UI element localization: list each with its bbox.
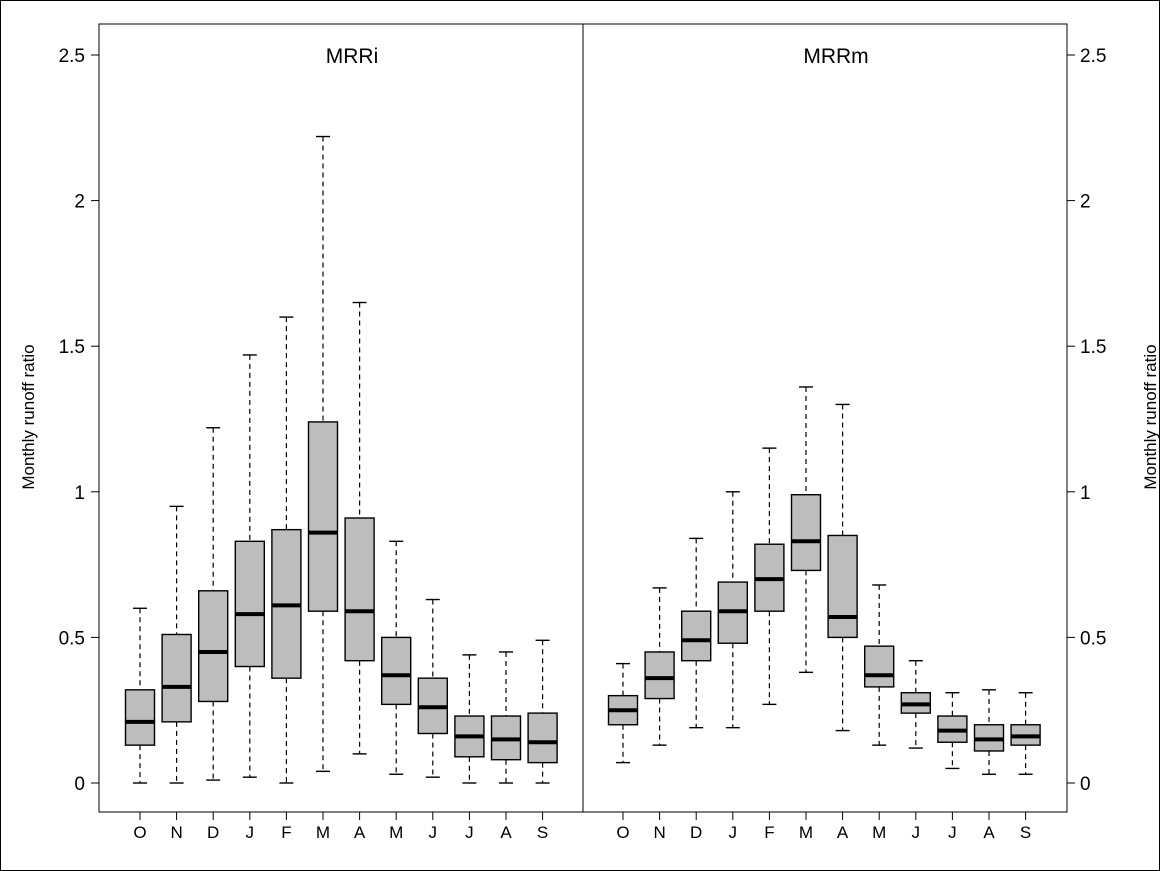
box-MRRm-M bbox=[864, 584, 895, 746]
iqr-box bbox=[161, 633, 192, 723]
iqr-box bbox=[827, 534, 858, 639]
y-tick-label-left: 0 bbox=[74, 774, 85, 795]
y-tick-label-right: 1.5 bbox=[1080, 337, 1106, 358]
x-tick-label: J bbox=[465, 823, 474, 842]
box-MRRi-D bbox=[197, 427, 229, 781]
x-tick-label: S bbox=[1020, 823, 1031, 842]
x-tick-label: N bbox=[653, 823, 665, 842]
x-tick-label: O bbox=[133, 823, 146, 842]
x-tick-label: S bbox=[537, 823, 548, 842]
box-MRRm-J bbox=[937, 692, 968, 770]
y-tick-label-right: 1 bbox=[1080, 483, 1091, 504]
box-MRRi-M bbox=[307, 135, 339, 773]
x-tick-label: A bbox=[837, 823, 849, 842]
x-tick-label: A bbox=[500, 823, 512, 842]
box-MRRi-A bbox=[344, 301, 375, 755]
x-tick-label: J bbox=[912, 823, 921, 842]
x-tick-label: J bbox=[948, 823, 957, 842]
y-axis-label-left: Monthly runoff ratio bbox=[19, 344, 38, 489]
y-tick-label-right: 2 bbox=[1080, 192, 1091, 213]
x-tick-label: A bbox=[983, 823, 995, 842]
iqr-box bbox=[681, 610, 712, 662]
box-MRRi-F bbox=[271, 316, 302, 784]
y-tick-label-right: 0 bbox=[1080, 774, 1091, 795]
y-axis-left: 0 0.5 1 1.5 2 2.5 bbox=[59, 46, 99, 795]
box-MRRi-N bbox=[161, 505, 192, 784]
iqr-box bbox=[864, 645, 895, 688]
y-tick-label-left: 2.5 bbox=[59, 46, 85, 67]
iqr-box bbox=[344, 517, 375, 662]
y-tick-label-left: 1 bbox=[74, 483, 85, 504]
x-tick-label: M bbox=[316, 823, 330, 842]
box-MRRm-J bbox=[717, 491, 748, 729]
iqr-box bbox=[307, 421, 339, 612]
x-tick-label: F bbox=[764, 823, 774, 842]
iqr-box bbox=[790, 494, 822, 572]
panel-title-left: MRRi bbox=[326, 45, 379, 68]
box-MRRi-J bbox=[454, 654, 485, 784]
x-tick-label: M bbox=[799, 823, 813, 842]
iqr-box bbox=[124, 689, 156, 746]
y-axis-label-right: Monthly runoff ratio bbox=[1141, 344, 1160, 489]
x-tick-label: D bbox=[690, 823, 702, 842]
x-tick-label: J bbox=[246, 823, 255, 842]
iqr-box bbox=[381, 636, 412, 706]
box-MRRi-O bbox=[124, 607, 156, 784]
box-MRRi-J bbox=[234, 354, 266, 778]
box-MRRm-M bbox=[790, 386, 822, 674]
box-MRRm-N bbox=[644, 587, 675, 746]
x-tick-label: M bbox=[872, 823, 886, 842]
x-tick-label: A bbox=[354, 823, 366, 842]
x-tick-label: J bbox=[729, 823, 738, 842]
box-MRRi-J bbox=[417, 598, 448, 778]
y-tick-label-right: 0.5 bbox=[1080, 628, 1106, 649]
box-MRRi-A bbox=[490, 651, 522, 784]
x-tick-label: D bbox=[207, 823, 219, 842]
box-MRRm-O bbox=[607, 662, 639, 764]
y-tick-label-left: 0.5 bbox=[59, 628, 85, 649]
x-tick-label: N bbox=[170, 823, 182, 842]
box-MRRi-S bbox=[527, 639, 558, 784]
box-MRRm-F bbox=[754, 447, 785, 706]
x-tick-label: O bbox=[616, 823, 629, 842]
box-MRRm-S bbox=[1010, 692, 1041, 775]
x-tick-label: J bbox=[429, 823, 438, 842]
y-tick-label-left: 2 bbox=[74, 192, 85, 213]
iqr-box bbox=[644, 651, 675, 700]
box-MRRm-D bbox=[681, 537, 712, 729]
iqr-box bbox=[527, 712, 558, 764]
box-MRRm-J bbox=[900, 659, 931, 749]
y-tick-label-right: 2.5 bbox=[1080, 46, 1106, 67]
boxplot-series bbox=[124, 135, 1041, 784]
y-axis-right: 0 0.5 1 1.5 2 2.5 bbox=[1067, 46, 1106, 795]
box-MRRi-M bbox=[381, 540, 412, 775]
iqr-box bbox=[234, 540, 266, 668]
x-tick-label: M bbox=[389, 823, 403, 842]
iqr-box bbox=[197, 590, 229, 703]
panel-title-right: MRRm bbox=[803, 45, 868, 68]
x-tick-label: F bbox=[281, 823, 291, 842]
box-MRRm-A bbox=[827, 403, 858, 732]
y-tick-label-left: 1.5 bbox=[59, 337, 85, 358]
box-MRRm-A bbox=[973, 689, 1005, 775]
